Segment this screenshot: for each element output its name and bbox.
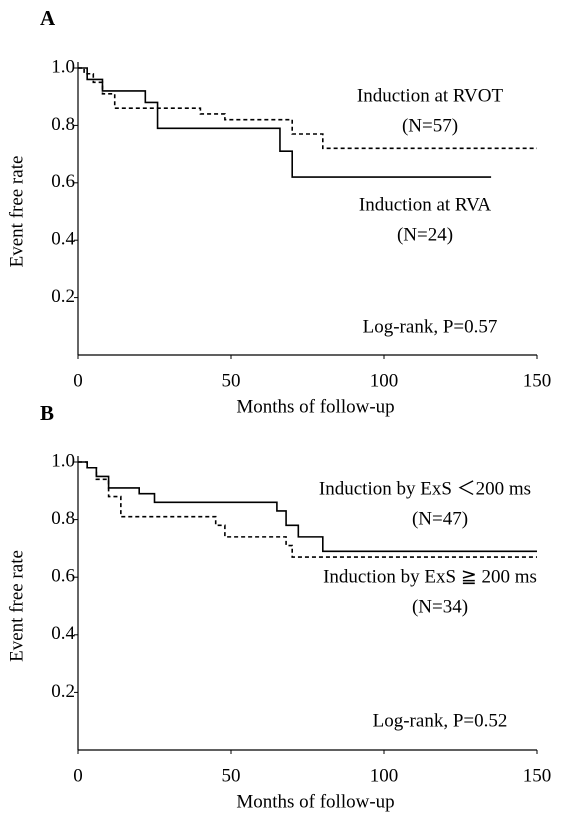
y-tick-label: 0.4 bbox=[51, 623, 75, 644]
y-tick-label: 0.6 bbox=[51, 566, 75, 587]
annotation: (N=57) bbox=[402, 115, 458, 136]
series-label: Induction at RVOT bbox=[357, 85, 504, 106]
x-axis-label: Months of follow-up bbox=[236, 791, 394, 812]
x-tick-label: 150 bbox=[523, 370, 552, 391]
x-tick-label: 50 bbox=[222, 765, 241, 786]
y-tick-label: 0.6 bbox=[51, 171, 75, 192]
annotation: (N=47) bbox=[412, 508, 468, 529]
y-tick-label: 0.2 bbox=[51, 286, 75, 307]
annotation: Log-rank, P=0.57 bbox=[363, 316, 498, 337]
survival-curve bbox=[78, 461, 537, 553]
y-tick-label: 0.2 bbox=[51, 681, 75, 702]
survival-curve bbox=[78, 461, 537, 558]
annotation: Log-rank, P=0.52 bbox=[373, 710, 508, 731]
x-axis-label: Months of follow-up bbox=[236, 396, 394, 417]
series-label: Induction at RVA bbox=[359, 194, 491, 215]
y-axis-label: Event free rate bbox=[6, 156, 27, 268]
x-tick-label: 50 bbox=[222, 370, 241, 391]
y-tick-label: 1.0 bbox=[51, 56, 75, 77]
annotation: (N=24) bbox=[397, 224, 453, 245]
x-tick-label: 100 bbox=[370, 765, 399, 786]
y-tick-label: 0.4 bbox=[51, 229, 75, 250]
panel-label: B bbox=[40, 401, 54, 425]
x-tick-label: 100 bbox=[370, 370, 399, 391]
x-tick-label: 0 bbox=[73, 765, 83, 786]
survival-curve bbox=[78, 67, 537, 150]
x-tick-label: 0 bbox=[73, 370, 83, 391]
y-tick-label: 1.0 bbox=[51, 450, 75, 471]
y-tick-label: 0.8 bbox=[51, 114, 75, 135]
series-label: Induction by ExS ≧ 200 ms bbox=[323, 566, 537, 587]
y-axis-label: Event free rate bbox=[6, 550, 27, 662]
survival-curve bbox=[78, 67, 492, 178]
series-label: Induction by ExS ＜200 ms bbox=[319, 478, 531, 499]
x-tick-label: 150 bbox=[523, 765, 552, 786]
panel-label: A bbox=[40, 6, 56, 30]
y-tick-label: 0.8 bbox=[51, 508, 75, 529]
annotation: (N=34) bbox=[412, 596, 468, 617]
